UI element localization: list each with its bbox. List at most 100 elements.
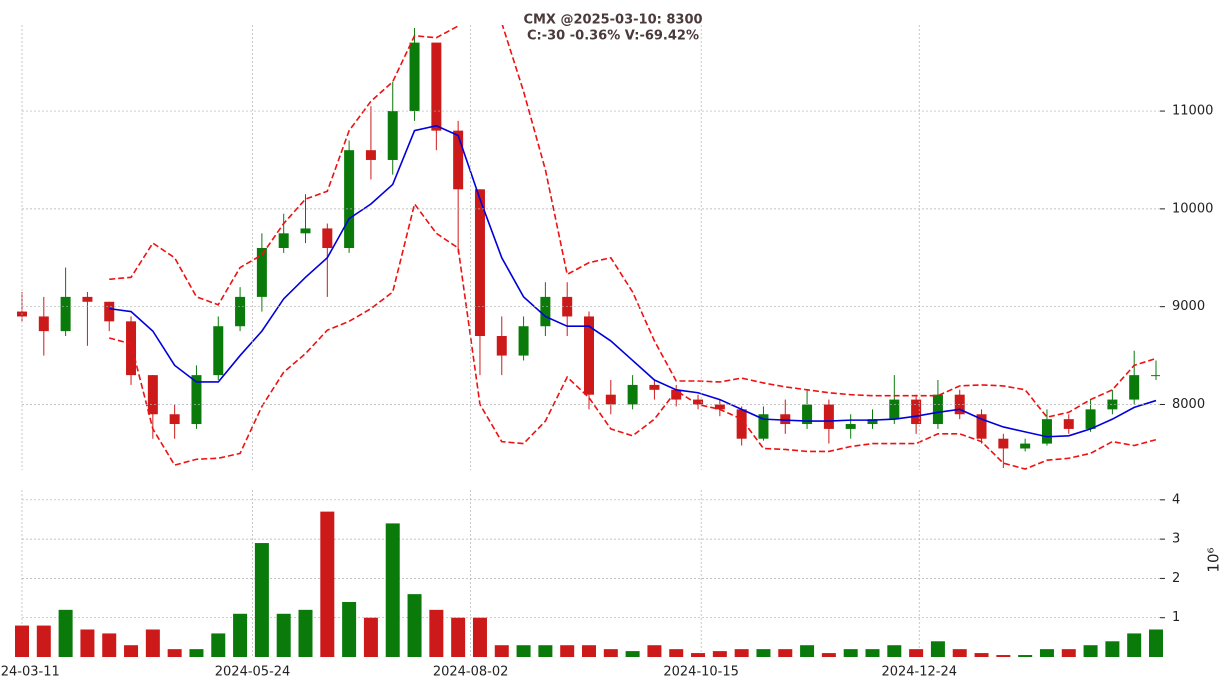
volume-bar	[691, 653, 706, 657]
volume-bar	[712, 651, 727, 657]
candle-body	[1041, 419, 1052, 444]
volume-bar	[15, 625, 29, 657]
candle-body	[736, 409, 747, 439]
volume-bar	[342, 601, 357, 657]
candle-body	[998, 438, 1009, 449]
candle-body	[780, 414, 791, 425]
volume-bar	[320, 511, 335, 657]
volume-bar	[407, 594, 422, 657]
candle-body	[213, 326, 224, 376]
candle-body	[845, 424, 856, 429]
volume-bar	[625, 651, 640, 657]
y-tick-label: 11000	[1172, 104, 1213, 119]
volume-bar	[36, 625, 51, 657]
candle-body	[823, 404, 834, 429]
candle-body	[344, 150, 355, 248]
volume-bar	[909, 649, 924, 657]
candle-body	[976, 414, 987, 439]
candle-body	[1020, 443, 1031, 449]
volume-bar	[669, 649, 684, 657]
x-tick-label: 2024-08-02	[433, 665, 509, 680]
volume-bar	[58, 609, 73, 657]
volume-bar	[451, 617, 466, 657]
volume-bar	[800, 645, 815, 657]
candle-body	[758, 414, 769, 439]
moving-average	[109, 124, 1157, 438]
volume-bar	[1105, 641, 1120, 657]
y2-tick-label: 1	[1172, 610, 1180, 625]
candle-body	[1107, 399, 1118, 410]
candle-body	[191, 375, 202, 425]
volume-bar	[298, 609, 313, 657]
volume-bar	[385, 523, 400, 657]
candle-body	[496, 336, 507, 356]
candle-body	[256, 247, 267, 297]
candle-body	[104, 301, 115, 322]
volume-bar	[843, 649, 858, 657]
y2-tick-label: 4	[1172, 492, 1180, 507]
y2-tick-label: 2	[1172, 571, 1180, 586]
candle-body	[1063, 419, 1074, 429]
candle-body	[409, 42, 420, 112]
upper-band	[109, 25, 1157, 419]
volume-bar	[189, 649, 204, 657]
volume-bar	[1149, 629, 1163, 657]
volume-bar	[1083, 645, 1098, 657]
candle-body	[518, 326, 529, 356]
volume-bar	[472, 617, 487, 657]
volume-bar	[952, 649, 967, 657]
candle-body	[38, 316, 49, 332]
volume-bar	[1039, 649, 1054, 657]
volume-bar	[734, 649, 749, 657]
candle-body	[169, 414, 180, 425]
volume-bar	[211, 633, 226, 657]
volume-bar	[865, 649, 880, 657]
volume-bar	[233, 613, 248, 657]
candle-body	[82, 296, 93, 302]
volume-bar	[124, 645, 139, 657]
volume-bar	[254, 543, 269, 657]
volume-bar	[363, 617, 378, 657]
volume-bar	[647, 645, 662, 657]
candle-body	[147, 375, 158, 415]
volume-bar	[1018, 655, 1033, 657]
candle-body	[322, 228, 333, 248]
volume-bar	[603, 649, 618, 657]
volume-bar	[996, 655, 1011, 657]
volume-bar	[930, 641, 945, 657]
candle-body	[584, 316, 594, 395]
candle-body	[1129, 375, 1140, 400]
y2-tick-label: 3	[1172, 532, 1180, 547]
volume-bar	[429, 609, 444, 657]
volume-bar	[102, 633, 117, 657]
candle-body	[235, 296, 246, 327]
candle-body	[605, 394, 616, 405]
y-tick-label: 8000	[1172, 397, 1205, 412]
candle-body	[387, 111, 398, 160]
price-panel	[17, 25, 1160, 470]
volume-bar	[494, 645, 509, 657]
candle-body	[365, 150, 376, 160]
candle-body	[932, 394, 943, 425]
candle-body	[649, 384, 660, 390]
candle-body	[911, 399, 922, 425]
x-tick-label: 2024-05-24	[215, 665, 291, 680]
candle-body	[627, 384, 638, 405]
candle-body	[693, 399, 704, 405]
candle-body	[671, 389, 682, 400]
volume-bar	[538, 645, 553, 657]
y-tick-label: 9000	[1172, 299, 1205, 314]
volume-bar	[276, 613, 291, 657]
chart-title: CMX @2025-03-10: 8300	[523, 13, 702, 28]
volume-bar	[778, 649, 793, 657]
volume-bar	[145, 629, 160, 657]
volume-bar	[582, 645, 596, 657]
candle-body	[867, 419, 878, 425]
chart-subtitle: C:-30 -0.36% V:-69.42%	[527, 29, 699, 44]
volume-axis-label: 10⁶	[1205, 547, 1223, 572]
volume-bar	[167, 649, 182, 657]
volume-bar	[887, 645, 902, 657]
volume-bar	[560, 645, 575, 657]
candle-body	[1151, 375, 1160, 377]
